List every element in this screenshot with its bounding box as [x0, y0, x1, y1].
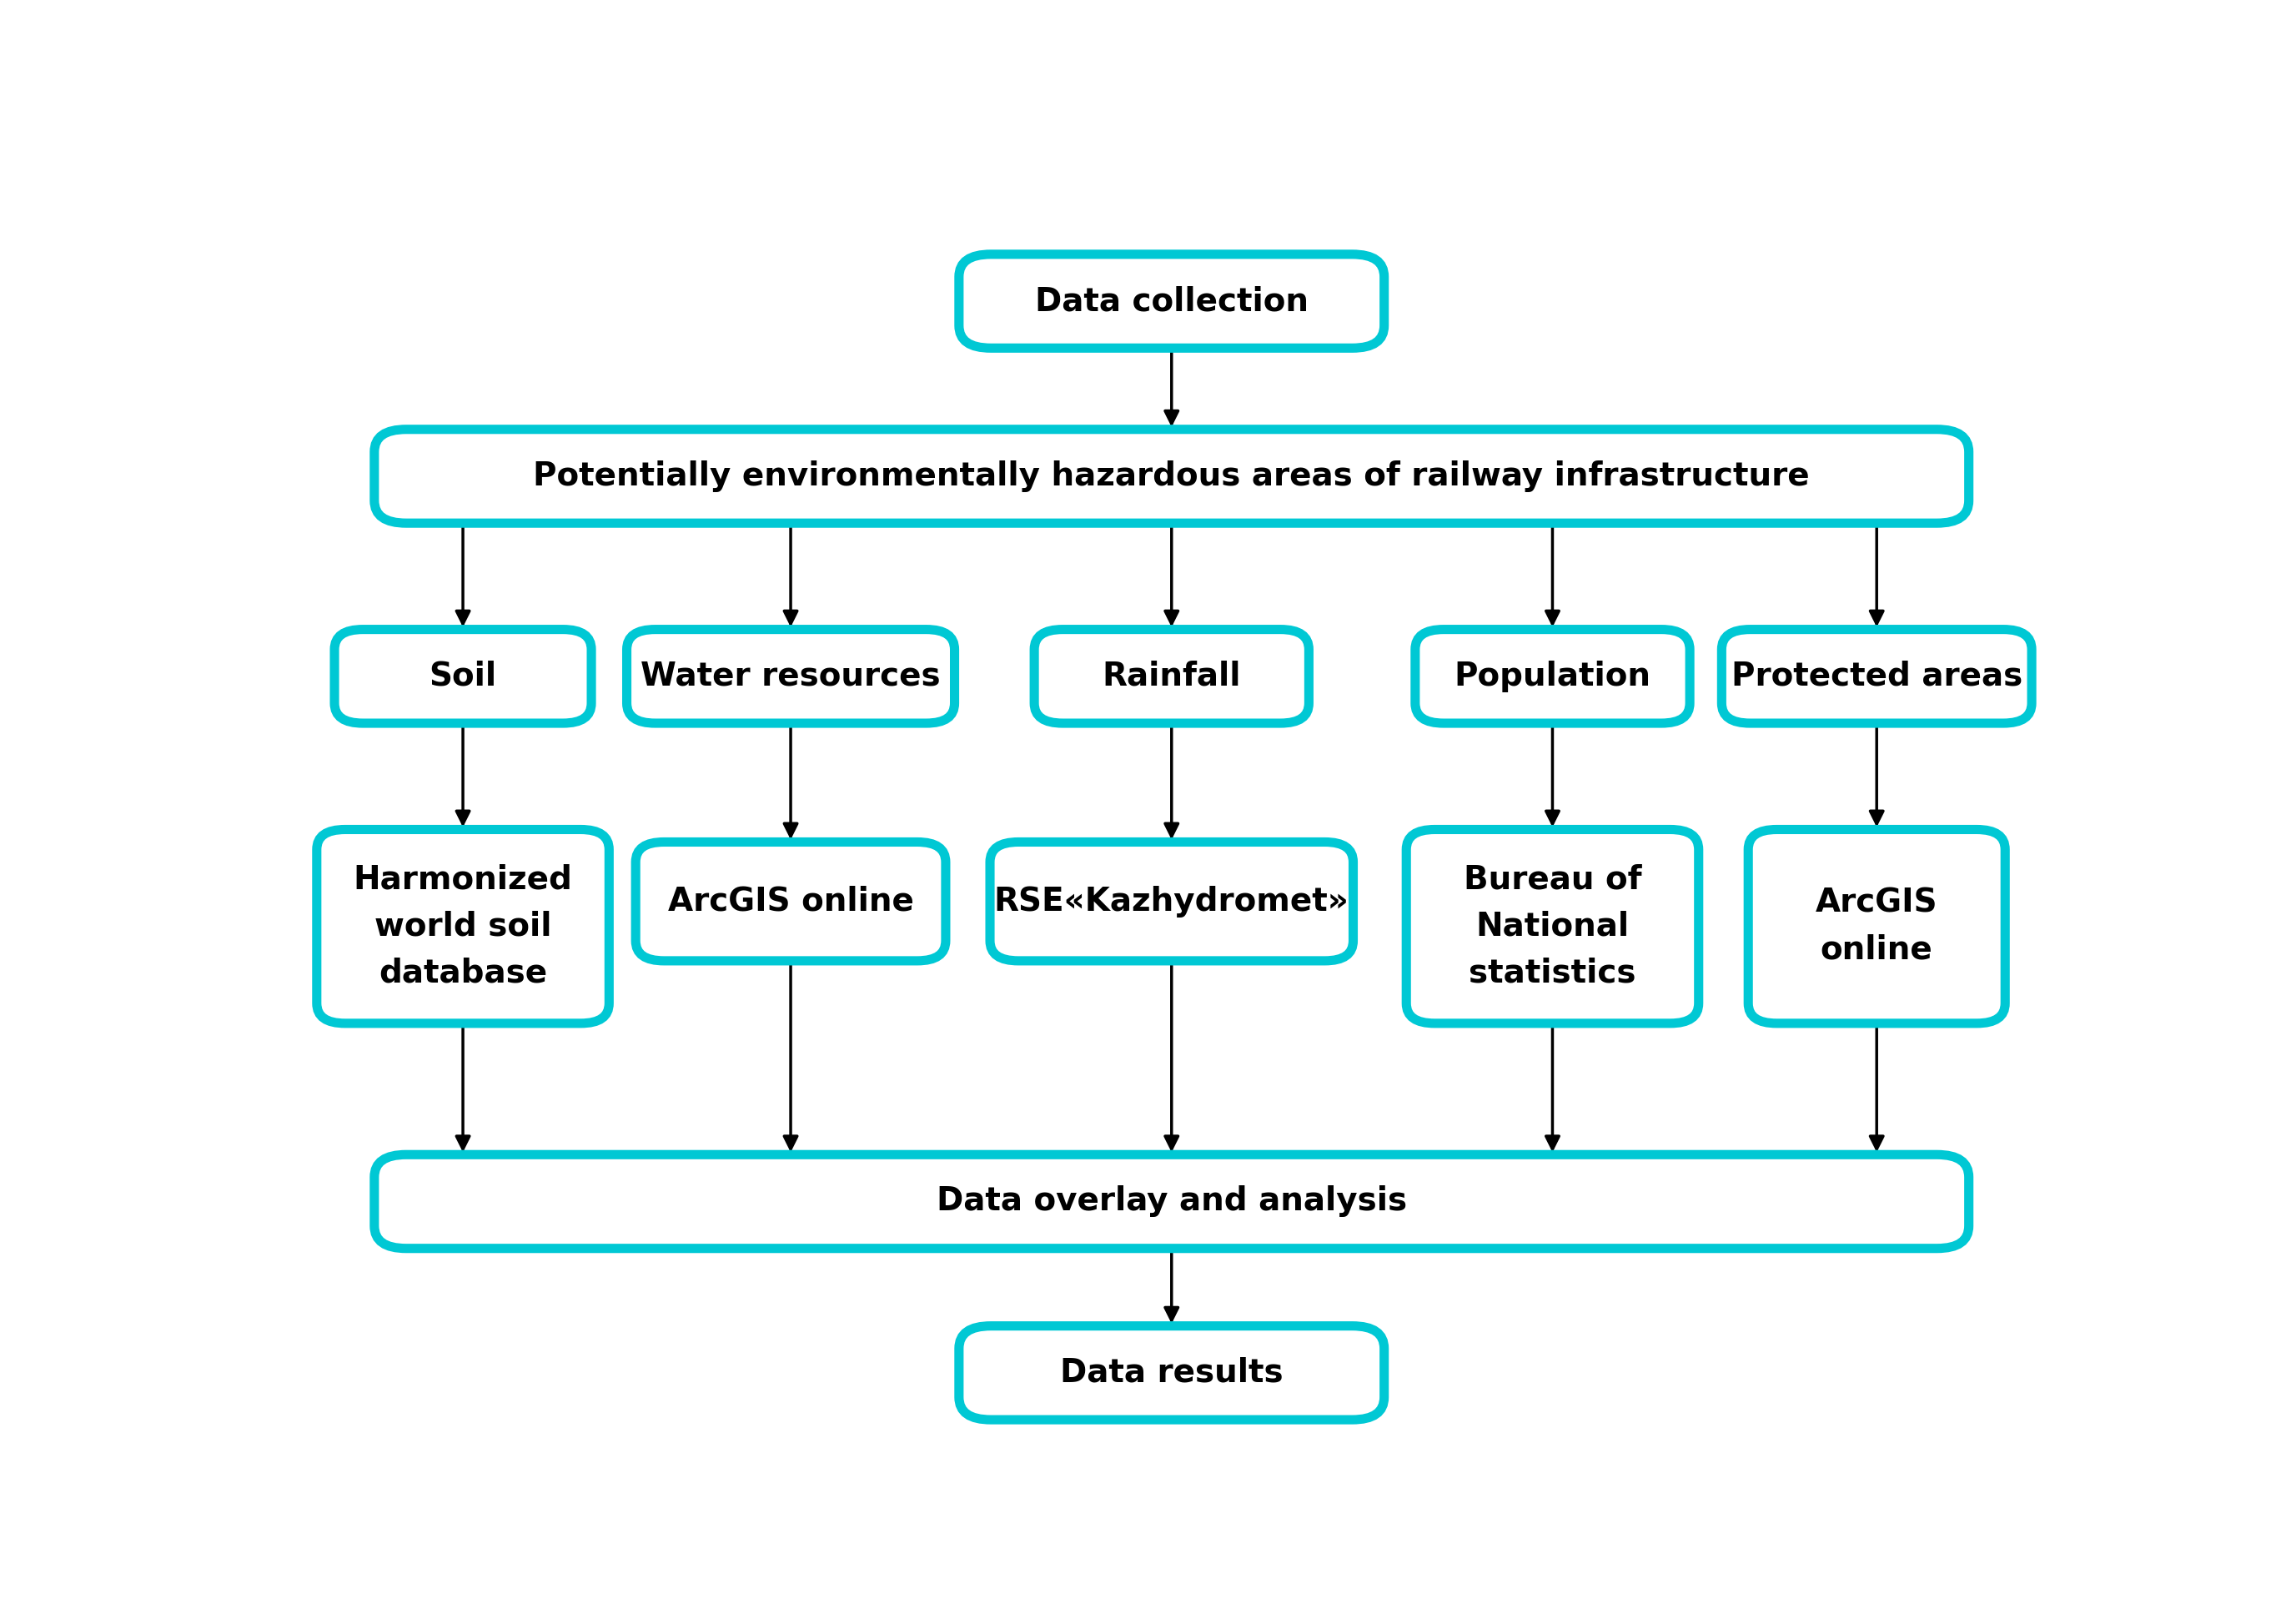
- FancyBboxPatch shape: [1721, 630, 2032, 723]
- FancyBboxPatch shape: [318, 830, 608, 1023]
- Text: Soil: Soil: [430, 661, 496, 692]
- FancyBboxPatch shape: [626, 630, 956, 723]
- Text: Data collection: Data collection: [1036, 286, 1308, 317]
- FancyBboxPatch shape: [375, 1155, 1968, 1249]
- Text: Harmonized
world soil
database: Harmonized world soil database: [354, 864, 572, 989]
- Text: Water resources: Water resources: [640, 661, 940, 692]
- FancyBboxPatch shape: [334, 630, 592, 723]
- FancyBboxPatch shape: [990, 841, 1353, 961]
- FancyBboxPatch shape: [1406, 830, 1698, 1023]
- Text: Data overlay and analysis: Data overlay and analysis: [937, 1186, 1406, 1218]
- Text: ArcGIS
online: ArcGIS online: [1815, 887, 1939, 966]
- Text: ArcGIS online: ArcGIS online: [668, 885, 914, 918]
- FancyBboxPatch shape: [375, 429, 1968, 523]
- Text: Population: Population: [1454, 661, 1650, 692]
- FancyBboxPatch shape: [1033, 630, 1310, 723]
- Text: Bureau of
National
statistics: Bureau of National statistics: [1463, 864, 1641, 989]
- FancyBboxPatch shape: [960, 1325, 1385, 1419]
- Text: Protected areas: Protected areas: [1731, 661, 2023, 692]
- Text: RSE«Kazhydromet»: RSE«Kazhydromet»: [994, 885, 1349, 918]
- Text: Potentially environmentally hazardous areas of railway infrastructure: Potentially environmentally hazardous ar…: [533, 460, 1811, 492]
- FancyBboxPatch shape: [636, 841, 946, 961]
- FancyBboxPatch shape: [960, 255, 1385, 348]
- Text: Data results: Data results: [1061, 1358, 1282, 1389]
- FancyBboxPatch shape: [1415, 630, 1689, 723]
- FancyBboxPatch shape: [1749, 830, 2005, 1023]
- Text: Rainfall: Rainfall: [1102, 661, 1241, 692]
